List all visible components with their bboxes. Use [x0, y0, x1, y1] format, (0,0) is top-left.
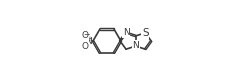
Text: O: O	[81, 42, 88, 51]
Text: N: N	[85, 36, 92, 46]
Text: N: N	[132, 41, 139, 50]
Text: −: −	[83, 30, 89, 39]
Text: S: S	[142, 28, 149, 38]
Text: +: +	[87, 36, 92, 42]
Text: O: O	[81, 31, 88, 40]
Text: N: N	[123, 28, 129, 37]
